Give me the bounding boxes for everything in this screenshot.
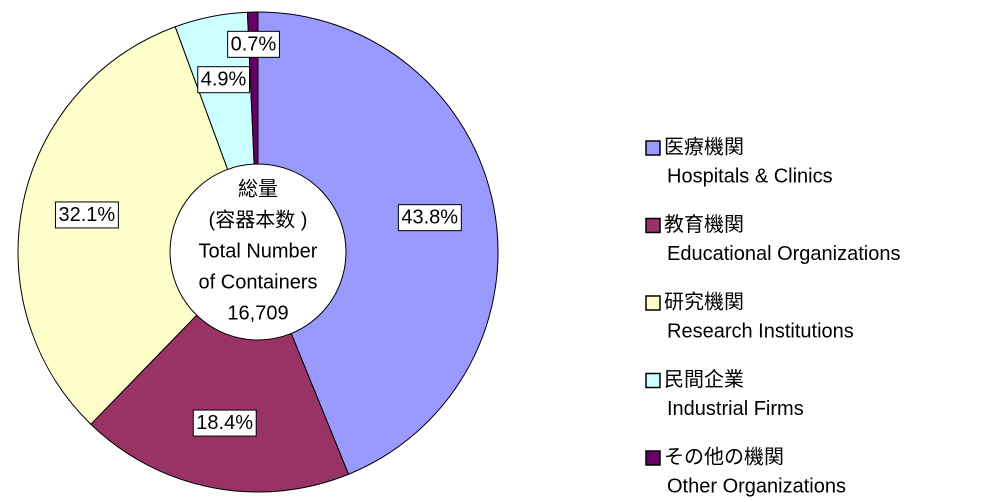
slice <box>90 251 350 493</box>
center-text: 総量 <box>238 177 278 200</box>
value-label: 4.9% <box>201 69 247 91</box>
legend-label-en: Other Organizations <box>667 475 846 497</box>
legend-label: 教育機関 <box>664 213 744 236</box>
value-label-box <box>397 204 462 232</box>
value-label-box <box>54 201 119 229</box>
legend-label: その他の機関 <box>664 445 784 468</box>
legend-label: 研究機関 <box>664 290 744 313</box>
value-label: 18.4% <box>196 412 253 434</box>
legend-swatch <box>645 372 661 389</box>
center-text: (容器本数 ) <box>209 208 308 231</box>
center-text: Total Number <box>199 240 318 262</box>
center-text: of Containers <box>199 271 318 293</box>
legend-swatch <box>645 217 661 234</box>
value-label-group: 43.8% <box>397 204 462 232</box>
value-label-box <box>227 30 280 58</box>
slice <box>257 11 499 475</box>
center-hole <box>169 163 347 341</box>
value-label-box <box>197 66 251 94</box>
legend-label-en: Research Institutions <box>667 320 854 342</box>
value-label-group: 18.4% <box>192 409 257 437</box>
legend-label-en: Hospitals & Clinics <box>667 165 833 187</box>
value-label: 0.7% <box>231 33 277 55</box>
legend-swatch <box>645 295 661 311</box>
value-label-group: 4.9% <box>197 66 251 94</box>
legend-label: 医療機関 <box>664 135 744 158</box>
legend-swatch <box>645 450 661 466</box>
value-label: 32.1% <box>58 204 115 226</box>
center-text: 16,709 <box>227 302 288 324</box>
legend-label: 民間企業 <box>664 368 744 391</box>
value-label-box <box>192 409 257 437</box>
slice <box>17 26 259 425</box>
value-label-group: 32.1% <box>54 201 119 229</box>
legend-label-en: Educational Organizations <box>667 243 900 265</box>
legend-label-en: Industrial Firms <box>667 398 804 420</box>
legend-swatch <box>645 140 661 156</box>
value-label-group: 0.7% <box>227 30 280 58</box>
value-label: 43.8% <box>401 207 458 229</box>
